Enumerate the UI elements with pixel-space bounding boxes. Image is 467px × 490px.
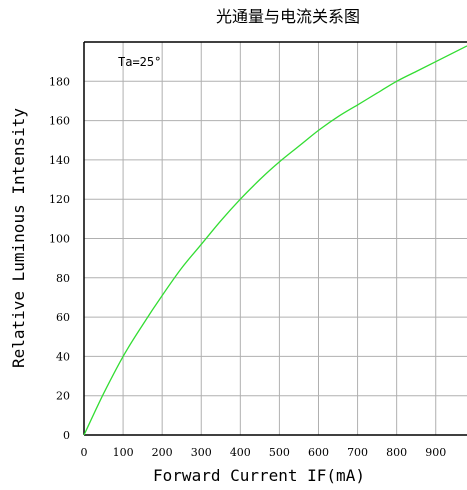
x-axis-label: Forward Current IF(mA)	[153, 466, 365, 485]
x-tick-label: 900	[425, 446, 446, 459]
x-tick-label: 500	[269, 446, 290, 459]
y-tick-label: 60	[56, 311, 70, 324]
x-tick-label: 800	[386, 446, 407, 459]
series-group	[83, 45, 467, 436]
chart-title: 光通量与电流关系图	[216, 7, 360, 26]
y-tick-label: 120	[49, 193, 70, 206]
x-tick-label: 600	[308, 446, 329, 459]
grid-lines	[84, 42, 467, 435]
x-tick-label: 200	[152, 446, 173, 459]
y-tick-labels: 0 20 40 60 80 100 120 140 160 180	[49, 75, 70, 442]
x-tick-label: 100	[113, 446, 134, 459]
y-tick-label: 180	[49, 75, 70, 88]
y-tick-label: 100	[49, 233, 70, 246]
y-tick-label: 20	[56, 390, 70, 403]
y-tick-label: 160	[49, 115, 70, 128]
x-tick-label: 700	[347, 446, 368, 459]
series-line	[83, 45, 467, 436]
y-axis-label: Relative Luminous Intensity	[9, 108, 28, 368]
plot-border	[83, 41, 467, 436]
y-tick-label: 40	[56, 350, 70, 363]
x-tick-label: 300	[191, 446, 212, 459]
x-tick-label: 400	[230, 446, 251, 459]
x-tick-label: 0	[81, 446, 88, 459]
y-tick-label: 0	[63, 429, 70, 442]
y-tick-label: 140	[49, 154, 70, 167]
x-tick-labels: 0 100 200 300 400 500 600 700 800 900	[81, 446, 447, 459]
temperature-annotation: Ta=25°	[118, 55, 161, 69]
y-tick-label: 80	[56, 272, 70, 285]
